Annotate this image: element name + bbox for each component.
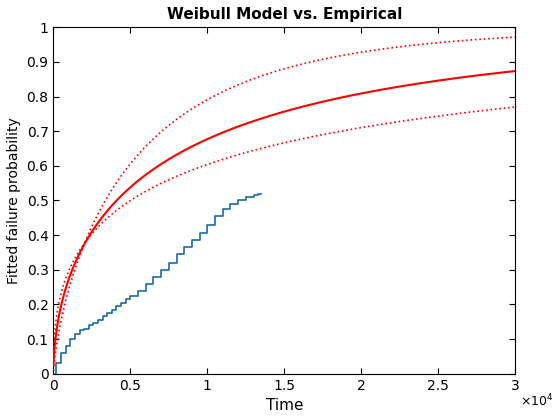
Title: Weibull Model vs. Empirical: Weibull Model vs. Empirical — [167, 7, 402, 22]
Text: $\times10^4$: $\times10^4$ — [520, 393, 553, 409]
Y-axis label: Fitted failure probability: Fitted failure probability — [7, 117, 21, 284]
X-axis label: Time: Time — [265, 398, 303, 413]
